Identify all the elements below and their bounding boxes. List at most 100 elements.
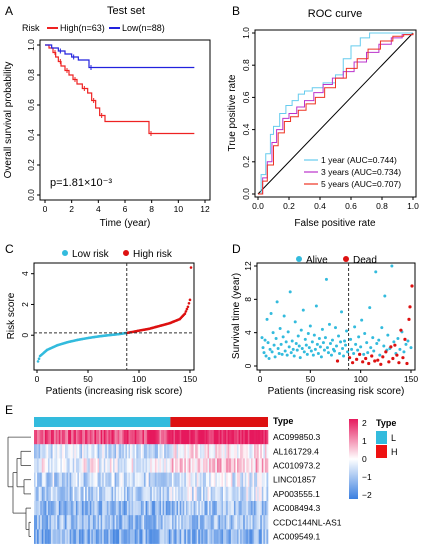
alive-point: [267, 357, 271, 360]
heatmap-cell: [246, 444, 249, 459]
heatmap-cell: [51, 529, 53, 544]
heatmap-cell: [254, 430, 256, 445]
heatmap-cell: [136, 444, 139, 459]
heatmap-cell: [111, 515, 114, 530]
heatmap-cell: [83, 472, 86, 488]
heatmap-cell: [212, 472, 215, 488]
heatmap-cell: [69, 501, 72, 516]
heatmap-cell: [85, 472, 87, 488]
heatmap-cell: [83, 486, 86, 502]
alive-point: [291, 347, 295, 351]
heatmap-cell: [266, 529, 269, 544]
heatmap-cell: [78, 472, 81, 488]
heatmap-cell: [171, 444, 174, 459]
heatmap-cell: [201, 486, 204, 502]
heatmap-cell: [254, 458, 256, 473]
heatmap-cell: [207, 486, 210, 502]
heatmap-cell: [142, 444, 145, 459]
heatmap-cell: [94, 501, 97, 516]
heatmap-cell: [61, 458, 64, 473]
heatmap-cell: [78, 501, 81, 516]
heatmap-cell: [83, 501, 86, 516]
alive-point: [287, 345, 291, 349]
heatmap-cell: [150, 472, 153, 488]
heatmap-cell: [95, 515, 98, 530]
heatmap-cell: [232, 486, 235, 502]
heatmap-cell: [57, 472, 60, 488]
type-bar-high: [170, 417, 268, 427]
alive-point: [335, 344, 339, 348]
heatmap-cell: [258, 444, 261, 459]
heatmap-cell: [51, 430, 53, 445]
heatmap-cell: [263, 444, 266, 459]
alive-point: [281, 335, 285, 339]
dead-point: [384, 350, 388, 354]
heatmap-cell: [153, 458, 156, 473]
heatmap-cell: [66, 501, 69, 516]
heatmap-cell: [176, 486, 179, 502]
heatmap-cell: [106, 515, 109, 530]
heatmap-cell: [250, 529, 253, 544]
heatmap-cell: [185, 515, 188, 530]
heatmap-cell: [92, 472, 95, 488]
heatmap-cell: [240, 444, 242, 459]
alive-point: [263, 338, 267, 342]
ss-x-axis: 0 50 100 150: [258, 370, 418, 384]
heatmap-cell: [100, 486, 103, 502]
heatmap-cell: [168, 444, 171, 459]
heatmap-cell: [165, 529, 168, 544]
heatmap-cell: [64, 515, 67, 530]
panel-d: D Alive Dead 0 4 8 12 0 50 100 150 Patients (i…: [231, 242, 418, 397]
heatmap-cell: [106, 501, 109, 516]
heatmap-cell: [188, 458, 191, 473]
heatmap-cell: [122, 501, 125, 516]
heatmap-cell: [181, 472, 184, 488]
heatmap-cell: [238, 472, 241, 488]
y-tick-label: 0.8: [26, 69, 36, 81]
km-curve-low: [45, 44, 195, 69]
heatmap-cell: [35, 501, 38, 516]
heatmap-cell: [71, 430, 74, 445]
heatmap-cell: [206, 486, 208, 502]
heatmap-cell: [74, 515, 77, 530]
alive-point: [343, 339, 347, 343]
dead-point: [335, 359, 340, 363]
heatmap-cell: [72, 515, 75, 530]
gene-label: AC008494.3: [273, 503, 321, 513]
alive-point: [346, 350, 350, 354]
heatmap-cell: [134, 501, 137, 516]
heatmap-cell: [40, 501, 43, 516]
heatmap-cell: [216, 430, 219, 445]
heatmap-cell: [252, 529, 255, 544]
heatmap-cell: [47, 515, 50, 530]
heatmap-cell: [92, 486, 95, 502]
heatmap-cell: [91, 458, 94, 473]
alive-point: [280, 352, 284, 356]
heatmap-cell: [148, 501, 151, 516]
heatmap-cell: [108, 458, 111, 473]
heatmap-cell: [78, 486, 81, 502]
heatmap-cell: [238, 430, 241, 445]
heatmap-cell: [40, 515, 43, 530]
heatmap-cell: [157, 529, 160, 544]
heatmap-cell: [142, 529, 145, 544]
heatmap-cell: [221, 472, 224, 488]
alive-point: [311, 353, 315, 357]
heatmap-cell: [139, 486, 142, 502]
heatmap-cell: [60, 486, 63, 502]
heatmap-cell: [83, 458, 86, 473]
heatmap-cell: [142, 501, 145, 516]
heatmap-cell: [170, 501, 173, 516]
heatmap-cell: [151, 444, 154, 459]
y-tick-label: 12: [243, 261, 253, 271]
heatmap-cell: [114, 501, 117, 516]
heatmap-cell: [126, 458, 129, 473]
heatmap-cell: [264, 486, 267, 502]
heatmap-cell: [157, 430, 160, 445]
heatmap-cell: [148, 472, 151, 488]
heatmap-cell: [199, 472, 202, 488]
heatmap-cell: [150, 486, 153, 502]
heatmap-cell: [249, 444, 252, 459]
heatmap-cell: [168, 529, 171, 544]
